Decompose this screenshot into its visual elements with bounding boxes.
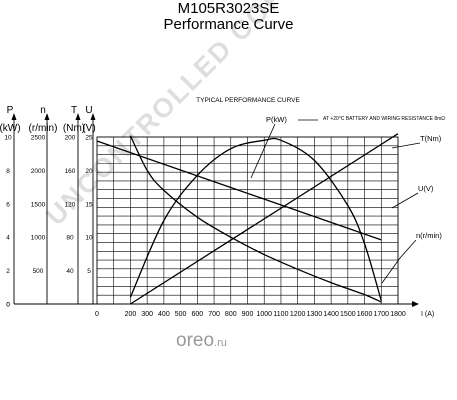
chart-heading: TYPICAL PERFORMANCE CURVE [196,97,300,104]
series-leader-tnm [391,142,421,149]
y-tick-label-P: 0 [6,302,10,309]
y-tick-label-T: 160 [65,168,76,175]
y-tick-label-U: 5 [87,268,91,275]
y-axis-unit-P: (kW) [0,123,21,134]
y-axis-arrow-T [75,113,81,120]
y-tick-label-n: 1500 [31,201,46,208]
y-axis-arrow-n [44,113,50,120]
y-tick-label-P: 10 [4,135,12,142]
series-label-tnm: T(Nm) [420,134,442,143]
x-tick-label: 1700 [373,311,389,318]
x-tick-label: 1500 [340,311,356,318]
x-tick-label: 1400 [323,311,339,318]
x-tick-label: 200 [125,311,137,318]
y-tick-label-T: 120 [65,201,76,208]
y-axis-unit-T: (Nm) [63,123,85,134]
x-tick-label: 1100 [273,311,288,318]
chart-subtitle: Performance Curve [163,16,294,33]
x-tick-label: 1000 [256,311,272,318]
oreo-logo: oreo.ru [176,330,227,352]
logo-name: oreo [176,330,215,351]
x-tick-label: 300 [141,311,153,318]
y-tick-label-P: 6 [6,201,10,208]
chart-note: AT +20°C BATTERY AND WIRING RESISTANCE 8… [323,116,445,122]
x-axis-arrow [412,301,419,307]
x-tick-label: 1200 [290,311,306,318]
x-tick-label: 600 [191,311,203,318]
x-tick-label: 1600 [357,311,373,318]
y-tick-label-T: 80 [66,235,74,242]
x-tick-label: 1300 [307,311,323,318]
x-tick-label: 0 [95,311,99,318]
y-tick-label-T: 40 [66,268,74,275]
y-tick-label-T: 200 [65,135,76,142]
y-tick-label-U: 15 [85,201,93,208]
y-axis-title-n: n [40,105,46,116]
series-label-pkw: P(kW) [266,115,287,124]
series-leader-nrmin [381,239,417,284]
y-tick-label-n: 2500 [31,135,46,142]
x-tick-label: 700 [208,311,220,318]
series-label-uv: U(V) [418,184,434,193]
y-axis-title-T: T [71,105,77,116]
chart-title: M105R3023SE [177,0,280,17]
y-tick-label-P: 4 [6,235,10,242]
x-tick-label: 1800 [390,311,406,318]
series-line-tnm [130,133,399,305]
y-tick-label-P: 2 [6,268,10,275]
y-tick-label-n: 500 [33,268,44,275]
y-tick-label-n: 1000 [31,235,46,242]
series-line-pkw [129,137,382,301]
series-leader-pkw [250,123,276,179]
series-label-nrmin: n(r/min) [416,231,442,240]
y-tick-label-n: 2000 [31,168,46,175]
y-tick-label-U: 25 [85,135,93,142]
y-tick-label-P: 8 [6,168,10,175]
x-tick-label: 500 [175,311,187,318]
y-axis-title-U: U [85,105,92,116]
y-axis-arrow-U [90,113,96,120]
y-axis-title-P: P [7,105,14,116]
x-tick-label: 900 [242,311,254,318]
series-line-uv [96,140,382,241]
logo-suffix: .ru [214,337,227,349]
series-leader-uv [391,192,419,209]
y-tick-label-U: 20 [85,168,93,175]
y-axis-unit-n: (r/min) [29,123,58,134]
x-tick-label: 800 [225,311,237,318]
y-axis-unit-U: (V) [82,123,95,134]
x-tick-label: 400 [158,311,170,318]
series-line-nrmin [129,135,382,303]
y-tick-label-P: 0 [6,302,10,309]
x-axis-label: I (A) [421,311,434,318]
y-axis-arrow-P [11,113,17,120]
y-tick-label-U: 10 [85,235,93,242]
